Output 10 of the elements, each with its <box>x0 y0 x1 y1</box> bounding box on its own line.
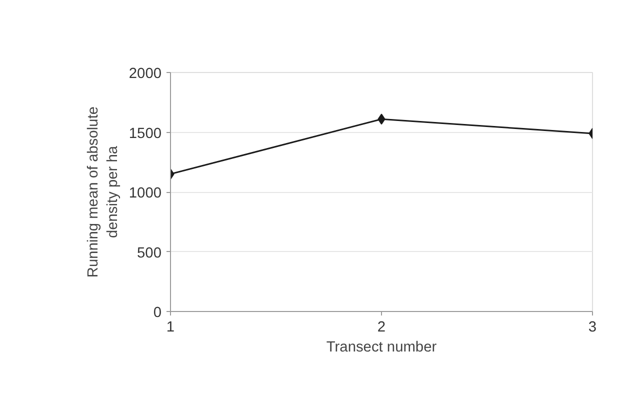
x-tick-label: 1 <box>166 320 175 336</box>
y-tick-label: 500 <box>137 245 162 262</box>
y-tick-label: 1000 <box>128 186 162 202</box>
y-tick-label: 1500 <box>128 126 162 142</box>
y-tick-label: 0 <box>153 305 162 321</box>
x-tick-label: 3 <box>588 320 597 336</box>
y-tick-label: 2000 <box>128 66 162 82</box>
x-tick-label: 2 <box>377 320 386 336</box>
y-axis-title: Running mean of absolute density per ha <box>86 106 121 278</box>
x-axis-title: Transect number <box>326 340 437 356</box>
